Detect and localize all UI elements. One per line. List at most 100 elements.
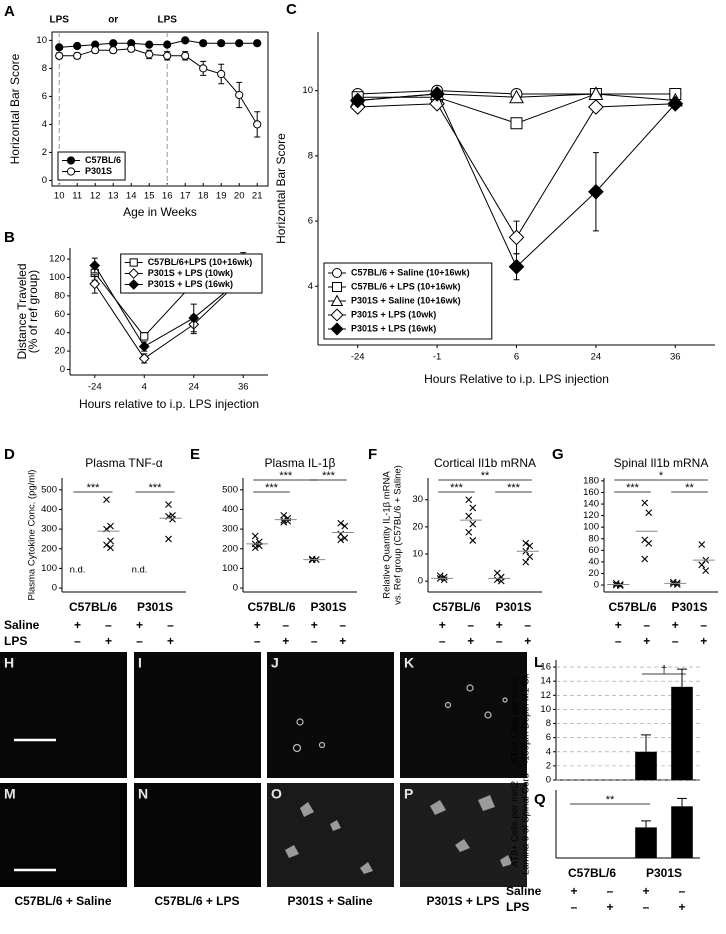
image-h <box>0 652 127 778</box>
y-tick-label: 2 <box>42 147 47 158</box>
y-tick-label: 4 <box>42 119 47 130</box>
y-tick-label: 10 <box>302 85 313 96</box>
treatment-sign: – <box>679 884 686 898</box>
point <box>109 39 118 48</box>
y-tick-label: 8 <box>546 718 551 729</box>
x-tick-label: 12 <box>90 191 101 202</box>
y-tick-label: 6 <box>308 216 313 227</box>
stained-cells <box>285 795 512 874</box>
panel-letter: H <box>4 655 14 671</box>
point <box>138 341 150 352</box>
legend-marker <box>332 282 342 292</box>
y-axis-label: AT8+ Cells per mm2 <box>510 781 521 867</box>
y-tick-label: 500 <box>41 484 57 495</box>
image-label: P301S + LPS <box>426 894 499 908</box>
point <box>440 573 448 581</box>
y-tick-label: 14 <box>540 676 551 687</box>
significance: ** <box>606 794 615 806</box>
point <box>55 43 64 52</box>
x-tick-label: 14 <box>126 191 137 202</box>
y-tick-label: 0 <box>418 576 423 587</box>
image-n <box>134 783 261 887</box>
legend-marker <box>330 308 344 322</box>
x-tick-label: -24 <box>351 352 365 363</box>
y-tick-label: 160 <box>583 487 599 498</box>
point <box>181 36 190 45</box>
point <box>138 353 150 364</box>
point <box>588 99 604 115</box>
point <box>440 576 448 584</box>
point <box>199 64 208 73</box>
point <box>188 312 200 324</box>
series-line <box>59 48 258 125</box>
legend-marker <box>330 294 344 306</box>
treatment-sign: – <box>571 900 578 914</box>
legend-marker <box>330 322 344 336</box>
treatment-sign: – <box>439 634 446 648</box>
strain-label: C57BL/6 <box>247 600 295 614</box>
point <box>163 40 172 49</box>
point <box>217 39 226 48</box>
legend-marker <box>128 268 140 279</box>
point <box>235 39 244 48</box>
micrographs: H I J K M N O P C57BL/6 + Saline C57BL/6… <box>0 652 527 908</box>
chart-title: Plasma TNF-α <box>85 456 162 470</box>
legend-box <box>323 262 493 340</box>
panel-letter: C <box>286 1 297 18</box>
point <box>165 501 172 508</box>
panel-letter: B <box>4 229 15 246</box>
point <box>641 499 649 507</box>
panel-letter: I <box>138 655 142 671</box>
point <box>465 496 473 504</box>
error-bar <box>677 668 687 687</box>
x-tick-label: 21 <box>252 191 263 202</box>
point <box>673 579 681 587</box>
strain-label: P301S <box>646 866 682 880</box>
x-tick-label: 15 <box>144 191 155 202</box>
strain-label: P301S <box>495 600 531 614</box>
legend-box <box>120 253 263 294</box>
y-tick-label: 60 <box>54 309 65 320</box>
y-tick-label: 500 <box>222 484 238 495</box>
x-tick-label: 6 <box>514 352 519 363</box>
point <box>508 229 525 246</box>
panel-letter: L <box>534 654 543 671</box>
y-tick-label: 16 <box>540 662 551 673</box>
treatment-sign: – <box>167 618 174 632</box>
image-j <box>267 652 394 778</box>
point <box>641 555 649 563</box>
treatment-sign: – <box>105 618 112 632</box>
point <box>284 517 292 525</box>
point <box>616 582 624 590</box>
panel-letter: A <box>4 3 15 20</box>
treatment-sign: + <box>678 900 685 914</box>
panel-letter: O <box>271 786 282 802</box>
image-m <box>0 783 127 887</box>
point <box>667 95 684 112</box>
treatment-sign: + <box>700 634 707 648</box>
point <box>645 509 653 517</box>
treatment-sign: – <box>311 634 318 648</box>
strain-label: C57BL/6 <box>568 866 616 880</box>
point <box>337 519 345 527</box>
y-tick-label: 10 <box>36 35 47 46</box>
point <box>107 522 114 530</box>
y-tick-label: 20 <box>588 568 599 579</box>
treatment-sign: + <box>524 634 531 648</box>
y-axis-label: (% of ref group) <box>26 270 40 353</box>
y-tick-label: 120 <box>49 254 65 265</box>
point <box>109 46 118 55</box>
x-tick-label: 24 <box>188 382 199 393</box>
point <box>140 332 149 341</box>
image-o <box>267 783 394 887</box>
legend-label: P301S + LPS (16wk) <box>351 323 436 333</box>
treatment-sign: – <box>74 634 81 648</box>
x-tick-label: 16 <box>162 191 173 202</box>
point <box>673 581 681 588</box>
treatment-sign: – <box>282 618 289 632</box>
point <box>235 90 244 100</box>
value-label: n.d. <box>70 565 86 576</box>
y-axis-label: <150µm Depth M1 Cx <box>521 673 532 766</box>
y-tick-label: 180 <box>583 475 599 486</box>
